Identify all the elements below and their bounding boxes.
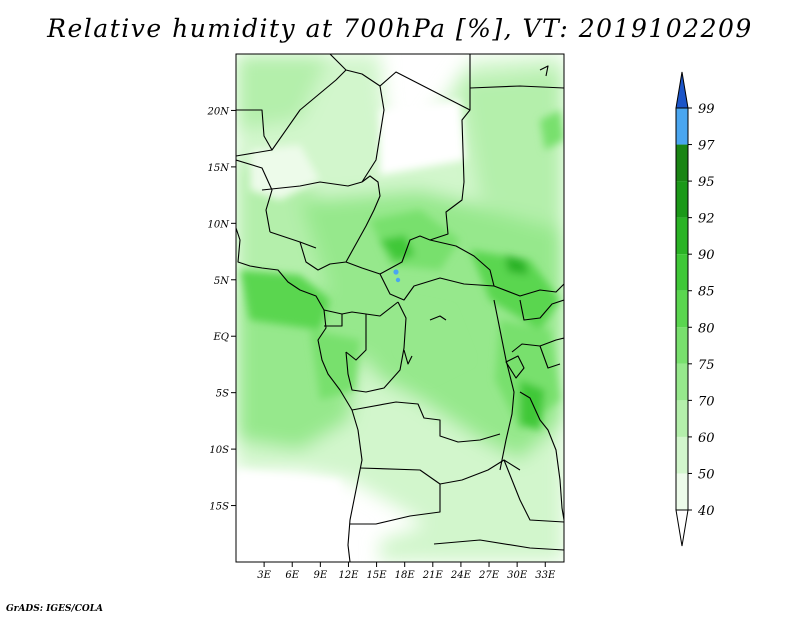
colorbar-swatch: [676, 290, 688, 328]
colorbar-label: 75: [698, 358, 715, 373]
colorbar-swatch: [676, 254, 688, 291]
colorbar-label: 60: [698, 431, 715, 446]
colorbar-label: 80: [698, 321, 715, 336]
x-tick-label: 15E: [367, 570, 388, 581]
y-tick-label: 10N: [208, 219, 231, 230]
colorbar-top-arrow: [675, 71, 689, 109]
footer-credit: GrADS: IGES/COLA: [6, 604, 104, 614]
y-tick-label: 10S: [209, 445, 229, 456]
colorbar-swatch: [676, 108, 688, 145]
x-tick-label: 6E: [285, 570, 299, 581]
map-frame: [235, 53, 565, 563]
y-tick-label: 20N: [207, 106, 231, 117]
colorbar-swatch: [676, 400, 688, 437]
colorbar-outline: [675, 107, 689, 511]
colorbar-swatch: [676, 217, 688, 255]
colorbar-label: 99: [698, 102, 715, 117]
x-axis: 3E 6E 9E 12E 15E 18E 21E 24E 27E 30E 33E: [257, 562, 556, 581]
colorbar-label: 85: [698, 285, 715, 300]
y-tick-label: 15N: [208, 163, 231, 174]
y-axis: 20N 15N 10N 5N EQ 5S 10S 15S: [207, 106, 236, 513]
colorbar-bottom-arrow: [675, 509, 689, 547]
y-tick-label: 5S: [216, 389, 229, 400]
colorbar-label: 90: [698, 248, 715, 263]
x-tick-label: 12E: [338, 570, 359, 581]
country-borders: [236, 54, 564, 562]
colorbar-swatch: [676, 144, 688, 182]
colorbar-swatch: [676, 181, 688, 218]
colorbar-label: 95: [698, 175, 715, 190]
colorbar-label: 97: [698, 139, 715, 154]
y-tick-label: 5N: [214, 276, 230, 287]
x-tick-label: 21E: [422, 570, 444, 581]
humidity-field: [236, 54, 564, 562]
colorbar-swatch: [676, 473, 688, 510]
x-tick-label: 18E: [395, 570, 416, 581]
colorbar-label: 70: [698, 394, 715, 409]
colorbar-swatch: [676, 363, 688, 401]
x-tick-label: 27E: [478, 570, 500, 581]
y-tick-label: EQ: [213, 332, 230, 343]
colorbar-swatch: [676, 436, 688, 474]
colorbar-swatch: [676, 327, 688, 364]
colorbar-label: 92: [698, 212, 715, 227]
x-tick-label: 33E: [535, 570, 556, 581]
colorbar: 40 50 60 70 75 80 85 90 92 95 97 99: [675, 71, 715, 547]
x-tick-label: 24E: [450, 570, 472, 581]
colorbar-label: 40: [697, 504, 715, 519]
y-tick-label: 15S: [209, 502, 229, 513]
colorbar-label: 50: [698, 467, 715, 482]
x-tick-label: 9E: [314, 570, 328, 581]
x-tick-label: 3E: [257, 570, 271, 581]
map-title: Relative humidity at 700hPa [%], VT: 201…: [47, 14, 753, 43]
x-tick-label: 30E: [507, 570, 528, 581]
